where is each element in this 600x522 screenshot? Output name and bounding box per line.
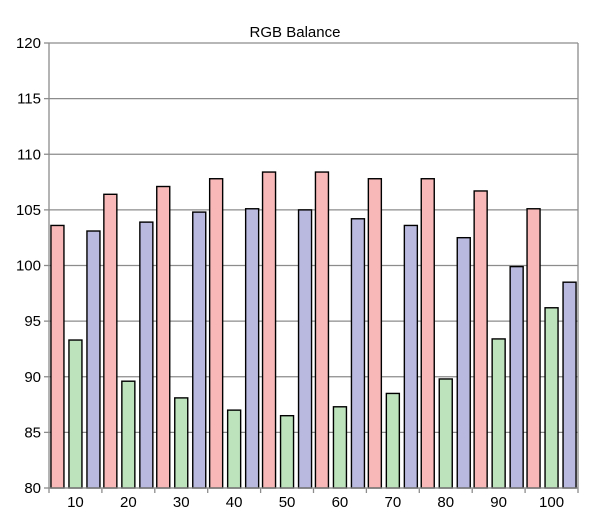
y-tick-label: 115 xyxy=(17,91,41,108)
bar-series-2-cat-30 xyxy=(174,397,189,489)
y-tick-label: 100 xyxy=(16,258,41,275)
bar-series-2-cat-100 xyxy=(544,307,559,489)
bar-series-3-cat-100 xyxy=(562,281,577,489)
bar-series-2-cat-70 xyxy=(385,392,401,489)
x-tick-label: 60 xyxy=(332,494,349,511)
bar-series-1-cat-20 xyxy=(103,193,118,489)
x-tick-label: 70 xyxy=(385,494,402,511)
bar-series-1-cat-10 xyxy=(50,224,65,489)
bar-series-3-cat-60 xyxy=(350,218,366,489)
bar-series-1-cat-30 xyxy=(156,185,171,489)
y-tick-label: 105 xyxy=(16,202,41,219)
x-tick-label: 50 xyxy=(279,494,296,511)
bar-series-3-cat-20 xyxy=(139,221,154,489)
y-tick-label: 95 xyxy=(24,313,41,330)
bar-series-3-cat-40 xyxy=(244,208,260,489)
bars xyxy=(50,171,577,489)
bar-series-1-cat-70 xyxy=(367,178,383,489)
bar-series-3-cat-50 xyxy=(297,209,313,489)
x-tick-label: 40 xyxy=(226,494,243,511)
y-tick-label: 110 xyxy=(17,146,41,163)
bar-series-3-cat-10 xyxy=(86,230,101,489)
y-tick-labels: 80 85 90 95 100 105 110 115 120 xyxy=(16,35,41,497)
x-tick-labels: 10 20 30 40 50 60 70 80 90 100 xyxy=(67,494,564,511)
x-tick-label: 10 xyxy=(67,494,84,511)
bar-series-1-cat-40 xyxy=(208,178,224,489)
bar-series-2-cat-80 xyxy=(438,378,453,489)
bar-series-2-cat-40 xyxy=(226,409,242,489)
grid-lines xyxy=(44,42,578,489)
bar-series-1-cat-60 xyxy=(314,171,330,489)
bar-series-2-cat-10 xyxy=(68,339,83,489)
bar-series-3-cat-30 xyxy=(192,211,207,489)
bar-series-3-cat-90 xyxy=(509,265,524,489)
bar-series-2-cat-50 xyxy=(279,414,295,489)
bar-series-1-cat-90 xyxy=(473,190,488,489)
y-tick-label: 80 xyxy=(24,480,41,497)
bar-series-3-cat-70 xyxy=(403,224,419,489)
bar-series-1-cat-100 xyxy=(526,208,541,489)
x-tick-label: 80 xyxy=(437,494,454,511)
y-tick-label: 90 xyxy=(24,369,41,386)
bar-series-2-cat-20 xyxy=(121,380,136,489)
bar-series-3-cat-80 xyxy=(456,236,471,489)
y-tick-label: 85 xyxy=(24,424,41,441)
y-tick-label: 120 xyxy=(16,35,41,52)
x-tick-label: 100 xyxy=(539,494,564,511)
bar-series-1-cat-80 xyxy=(420,178,435,489)
bar-series-2-cat-60 xyxy=(332,406,348,489)
bar-series-2-cat-90 xyxy=(491,338,506,489)
bar-series-1-cat-50 xyxy=(261,171,277,489)
axes xyxy=(48,43,579,493)
x-tick-label: 20 xyxy=(120,494,137,511)
x-tick-label: 30 xyxy=(173,494,190,511)
chart-title: RGB Balance xyxy=(250,24,341,41)
x-tick-label: 90 xyxy=(490,494,507,511)
